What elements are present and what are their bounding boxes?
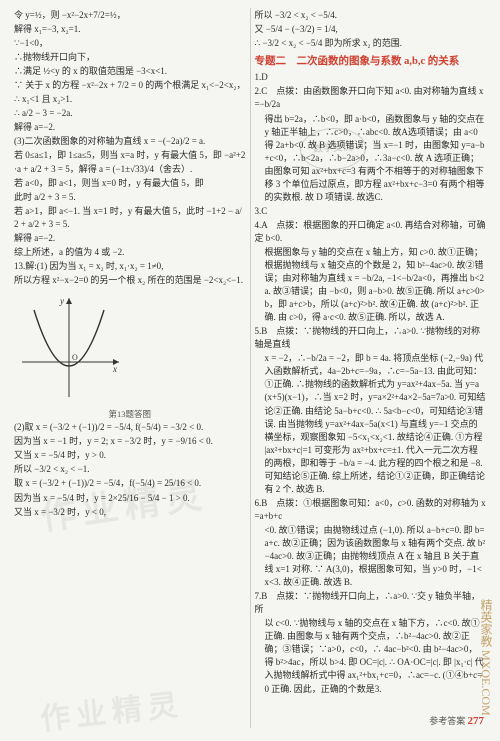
svg-text:O: O xyxy=(72,353,78,362)
text-line: 此时 a/2 + 3 = 5. xyxy=(14,191,246,204)
text-line: 若 a<0，即 a<1，则当 x=0 时，y 有最大值 5，即 xyxy=(14,177,246,190)
answer-detail: 以 c<0. ∵抛物线与 x 轴的交点在 x 轴下方，∴c<0. 故①正确. 由… xyxy=(255,617,487,695)
text-line: ∴ x₁<1 且 x₂>1. xyxy=(14,93,246,106)
answer-line: 6.B 点拨：①根据图象可知：a<0，c>0. 函数的对称轴为 x=a+b+c xyxy=(255,497,487,523)
text-line: 又 −5/4 − (−3/2) = 1/4, xyxy=(255,23,487,36)
text-line: 因为当 x = −1 时，y = 2; x = −3/2 时，y = −9/16… xyxy=(14,435,246,448)
text-line: 所以方程 x²−x−2=0 的另一个根 x₂ 所在的范围是 −2<x₂<−1. xyxy=(14,274,246,287)
svg-text:y: y xyxy=(59,296,64,306)
text-line: 令 y=½，则 −x²−2x+7/2=½， xyxy=(14,9,246,22)
text-line: ∴抛物线开口向下， xyxy=(14,51,246,64)
text-line: 若 0≤a≤1，即 1≤a≤5，则当 x=a 时，y 有最大值 5，即 −a²+… xyxy=(14,149,246,175)
answer-line: 4.A 点拨：根据图象的开口确定 a<0. 再结合对称轴，可确定 b<0. xyxy=(255,219,487,245)
text-line: (3)二次函数图象的对称轴为直线 x = −(−2a)/2 = a. xyxy=(14,135,246,148)
text-line: 13.解:(1) 因为当 x₁ = x₂ 时, x₁·x₂ = 1≠0, xyxy=(14,260,246,273)
right-column: 所以 −3/2 < x₂ < −5/4. 又 −5/4 − (−3/2) = 1… xyxy=(251,8,491,728)
answer-line: 3.C xyxy=(255,205,487,218)
text-line: (2)取 x = (−3/2 + (−1))/2 = −5/4, f(−5/4)… xyxy=(14,421,246,434)
answer-line: 5.B 点拨：∵抛物线的开口向上，∴a>0. ∵抛物线的对称轴是直线 xyxy=(255,325,487,351)
text-line: 解得 a=−2. xyxy=(14,121,246,134)
text-line: ∴满足 ½<y 的 x 的取值范围是 −3<x<1. xyxy=(14,65,246,78)
text-line: ∵−1<0， xyxy=(14,37,246,50)
text-line: 取 x = (−3/2 + (−1))/2 = −5/4，f(−5/4) = 2… xyxy=(14,477,246,490)
text-line: 综上所述，a 的值为 4 或 −2. xyxy=(14,246,246,259)
text-line: 若 a>1，即 a<−1. 当 x=1 时，y 有最大值 5，此时 −1+2 −… xyxy=(14,205,246,231)
answer-line: 7.B 点拨：∵抛物线开口向上，∴a>0. ∵交 y 轴负半轴，所 xyxy=(255,590,487,616)
section-heading: 专题二 二次函数的图象与系数 a,b,c 的关系 xyxy=(255,54,487,69)
page-number: 277 xyxy=(468,715,485,727)
text-line: 解得 a=−2. xyxy=(14,232,246,245)
page-footer: 参考答案 277 xyxy=(429,714,484,730)
answer-detail: 得出 b=2a，∴b<0，即 a·b<0，函数图象与 y 轴的交点在 y 轴正半… xyxy=(255,113,487,204)
text-line: 又当 x = −3/2 时，y < 0, xyxy=(14,506,246,519)
corner-watermark: 精英家教 MXQE.COM xyxy=(477,599,494,716)
text-line: ∵ 关于 x 的方程 −x²−2x + 7/2 = 0 的两个根满足 x₁<−2… xyxy=(14,79,246,92)
text-line: 因为当 x = −5/4 时，y = 2×25/16 − 5/4 − 1 > 0… xyxy=(14,492,246,505)
answer-line: 2.C 点拨：由函数图象开口向下知 a<0. 由对称轴为直线 x=−b/2a xyxy=(255,85,487,111)
text-line: 所以 −3/2 < x₂ < −5/4. xyxy=(255,9,487,22)
text-line: 解得 x₁=−3, x₂=1. xyxy=(14,23,246,36)
text-line: 又当 x = −5/4 时，y > 0. xyxy=(14,449,246,462)
answer-detail: <0. 故①错误；由抛物线过点 (−1,0). 所以 a−b+c=0. 即 b=… xyxy=(255,524,487,589)
text-line: ∴ a/2 − 3 = −2a. xyxy=(14,107,246,120)
graph-caption: 第13题答图 xyxy=(14,408,246,420)
answer-detail: 根据图象与 y 轴的交点在 x 轴上方，知 c>0. 故①正确；根据抛物线与 x… xyxy=(255,246,487,324)
svg-text:x: x xyxy=(112,364,117,374)
text-line: ∴ −3/2 < x₂ < −5/4 即为所求 x₂ 的范围. xyxy=(255,37,487,50)
text-line: 所以 −3/2 < x₂ < −1. xyxy=(14,463,246,476)
parabola-graph: O x y xyxy=(14,292,124,402)
answer-detail: x = −2，∴−b/2a = −2，即 b = 4a. 将顶点坐标 (−2,−… xyxy=(255,352,487,496)
left-column: 令 y=½，则 −x²−2x+7/2=½， 解得 x₁=−3, x₂=1. ∵−… xyxy=(10,8,251,728)
page-label: 参考答案 xyxy=(429,716,465,726)
answer-line: 1.D xyxy=(255,71,487,84)
